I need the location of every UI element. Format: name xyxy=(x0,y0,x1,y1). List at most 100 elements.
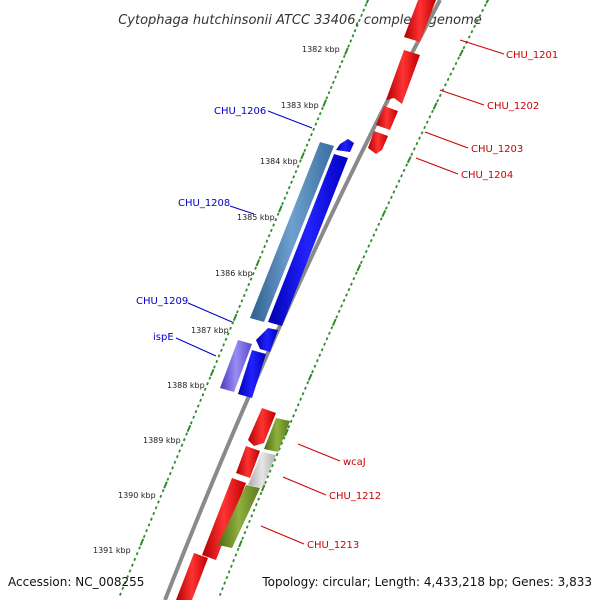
scale-minor-tick xyxy=(323,342,326,346)
scale-minor-tick xyxy=(145,529,148,533)
scale-minor-tick xyxy=(358,18,361,23)
scale-major-tick xyxy=(485,0,490,4)
scale-minor-tick xyxy=(287,185,291,190)
gene-arrow-reverse-mid[interactable] xyxy=(256,328,278,352)
scale-minor-tick xyxy=(296,403,300,407)
scale-minor-tick xyxy=(208,376,212,380)
gene-arrow-forward-c[interactable] xyxy=(202,478,246,560)
scale-minor-tick xyxy=(395,184,398,189)
outer-scale-ring xyxy=(119,0,370,596)
scale-minor-tick xyxy=(364,249,368,254)
scale-minor-tick xyxy=(364,3,368,7)
scale-minor-tick xyxy=(362,8,366,12)
scale-minor-tick xyxy=(318,353,322,357)
gene-label-chu1212[interactable]: CHU_1212 xyxy=(329,491,381,502)
scale-minor-tick xyxy=(467,35,471,39)
scale-minor-tick xyxy=(292,175,296,179)
scale-minor-tick xyxy=(123,580,127,585)
scale-minor-tick xyxy=(299,397,303,401)
scale-minor-tick xyxy=(229,326,232,330)
scale-minor-tick xyxy=(436,99,440,103)
gene-arrow-forward-b[interactable] xyxy=(236,446,260,478)
scale-minor-tick xyxy=(402,168,406,173)
scale-minor-tick xyxy=(234,553,238,557)
scale-minor-tick xyxy=(360,13,363,17)
gene-label-wcaj[interactable]: wcaJ xyxy=(343,457,366,468)
scale-minor-tick xyxy=(318,111,322,116)
tick-label: 1387 kbp xyxy=(191,326,229,335)
gene-label-ispe[interactable]: ispE xyxy=(153,332,174,343)
scale-minor-tick xyxy=(415,141,419,146)
scale-minor-tick xyxy=(269,228,273,233)
gene-arrow-chu1206[interactable] xyxy=(250,142,334,322)
gene-arrow-ispe[interactable] xyxy=(220,340,252,392)
scale-minor-tick xyxy=(431,109,434,114)
gene-label-chu1202[interactable]: CHU_1202 xyxy=(487,101,539,112)
scale-minor-tick xyxy=(444,83,447,87)
gene-arrow-chu1204[interactable] xyxy=(368,131,388,154)
scale-minor-tick xyxy=(289,419,293,423)
gene-arrow-reverse-long[interactable] xyxy=(268,154,348,326)
scale-minor-tick xyxy=(328,331,331,335)
scale-minor-tick xyxy=(245,288,248,292)
reverse-gene-track xyxy=(220,139,354,398)
scale-minor-tick xyxy=(332,80,335,84)
scale-minor-tick xyxy=(282,436,286,440)
gene-label-chu1204[interactable]: CHU_1204 xyxy=(461,170,513,181)
gene-label-chu1213[interactable]: CHU_1213 xyxy=(307,540,359,551)
scale-minor-tick xyxy=(182,438,186,442)
scale-minor-tick xyxy=(236,547,240,552)
scale-minor-tick xyxy=(369,238,373,243)
scale-minor-tick xyxy=(329,85,333,90)
gene-label-chu1209[interactable]: CHU_1209 xyxy=(136,296,188,307)
gene-arrow-chu1201[interactable] xyxy=(404,0,436,42)
gene-arrow-chu1202[interactable] xyxy=(386,50,420,104)
gene-arrow-forward-a[interactable] xyxy=(248,408,276,446)
gene-arrow-reverse-low[interactable] xyxy=(238,350,266,398)
scale-major-tick xyxy=(284,428,289,437)
gene-label-chu1208[interactable]: CHU_1208 xyxy=(178,198,230,209)
scale-major-tick xyxy=(255,259,261,267)
scale-minor-tick xyxy=(238,304,242,309)
scale-minor-tick xyxy=(133,557,137,562)
scale-minor-tick xyxy=(203,387,207,391)
gene-label-chu1206[interactable]: CHU_1206 xyxy=(214,106,266,117)
gene-arrow-chu1212[interactable] xyxy=(248,452,276,488)
scale-major-tick xyxy=(365,0,370,4)
scale-minor-tick xyxy=(481,8,485,13)
scale-minor-tick xyxy=(337,309,341,314)
scale-minor-tick xyxy=(347,287,351,292)
scale-minor-tick xyxy=(268,469,272,473)
gene-arrow-reverse-top[interactable] xyxy=(336,139,354,152)
scale-minor-tick xyxy=(231,321,235,325)
scale-minor-tick xyxy=(294,169,298,174)
scale-minor-tick xyxy=(245,525,249,529)
scale-minor-tick xyxy=(446,77,450,82)
scale-minor-tick xyxy=(287,425,291,429)
tick-label: 1383 kbp xyxy=(281,101,319,110)
scale-minor-tick xyxy=(372,233,376,237)
gene-arrow-chu1203[interactable] xyxy=(376,106,398,130)
scale-minor-tick xyxy=(451,67,455,71)
gene-arrow-forward-d[interactable] xyxy=(176,553,208,600)
scale-minor-tick xyxy=(457,56,461,60)
scale-minor-tick xyxy=(412,147,416,151)
scale-minor-tick xyxy=(126,575,129,579)
scale-minor-tick xyxy=(338,65,342,69)
scale-major-tick xyxy=(331,318,337,326)
scale-minor-tick xyxy=(128,569,132,573)
gene-arrow-wcaj[interactable] xyxy=(264,418,290,452)
gene-arrow-chu1213[interactable] xyxy=(218,485,260,548)
gene-label-chu1201[interactable]: CHU_1201 xyxy=(506,50,558,61)
scale-minor-tick xyxy=(379,217,383,221)
scale-minor-tick xyxy=(311,370,314,374)
scale-minor-tick xyxy=(367,244,371,248)
scale-minor-tick xyxy=(130,563,134,567)
scale-minor-tick xyxy=(138,546,141,550)
scale-minor-tick xyxy=(168,471,172,476)
scale-minor-tick xyxy=(224,337,228,341)
genome-summary-text: Topology: circular; Length: 4,433,218 bp… xyxy=(261,575,592,589)
scale-minor-tick xyxy=(281,201,284,206)
gene-label-chu1203[interactable]: CHU_1203 xyxy=(471,144,523,155)
